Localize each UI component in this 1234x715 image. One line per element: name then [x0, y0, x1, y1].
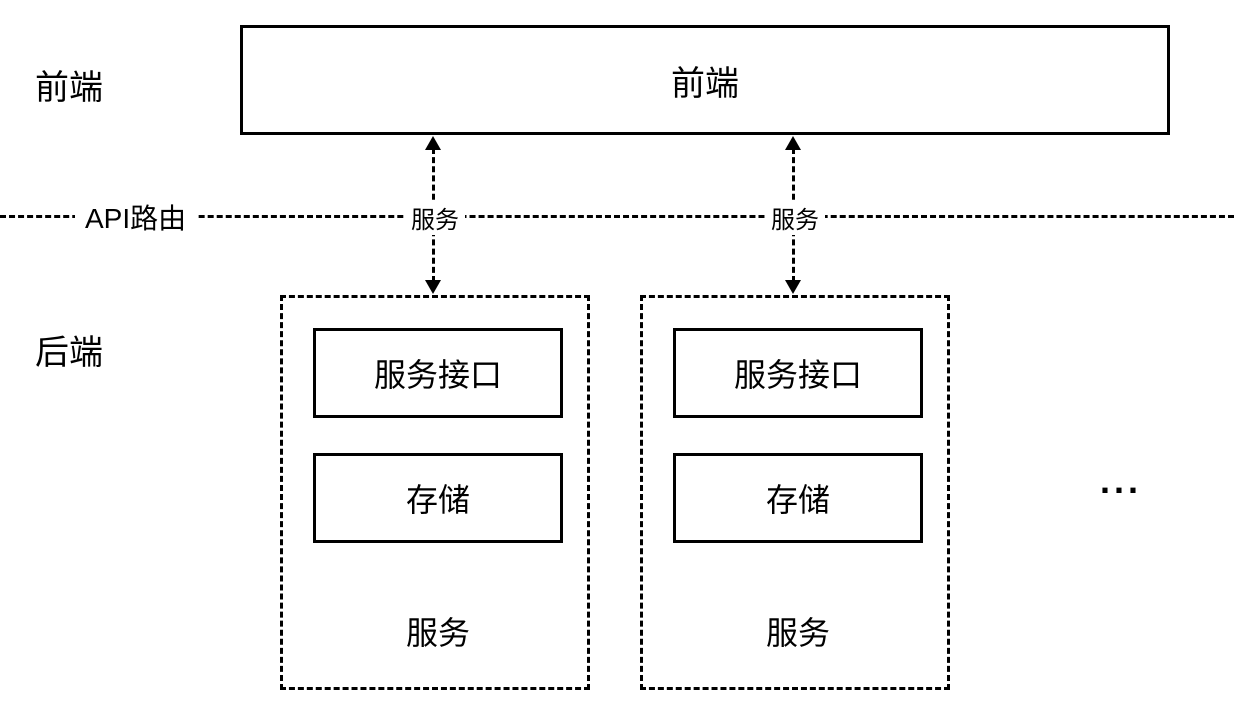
service-group-1: 服务接口 存储 服务 [280, 295, 590, 690]
service-2-storage-box: 存储 [673, 453, 923, 543]
service-1-interface-box: 服务接口 [313, 328, 563, 418]
arrow-1-down [425, 280, 441, 294]
arrow-1-service-tag: 服务 [405, 200, 465, 235]
service-group-2: 服务接口 存储 服务 [640, 295, 950, 690]
frontend-box: 前端 [240, 25, 1170, 135]
arrow-2-up [785, 136, 801, 150]
service-2-caption: 服务 [643, 608, 953, 654]
service-2-storage-label: 存储 [766, 475, 830, 521]
service-2-interface-label: 服务接口 [734, 350, 862, 396]
service-1-storage-box: 存储 [313, 453, 563, 543]
service-2-interface-box: 服务接口 [673, 328, 923, 418]
service-1-interface-label: 服务接口 [374, 350, 502, 396]
ellipsis-more-services: ... [1100, 460, 1142, 502]
arrow-2-service-tag: 服务 [765, 200, 825, 235]
api-routing-label: API路由 [75, 197, 196, 237]
backend-side-label: 后端 [35, 325, 103, 374]
arrow-1-up [425, 136, 441, 150]
arrow-2-down [785, 280, 801, 294]
frontend-side-label: 前端 [35, 60, 103, 109]
service-1-caption: 服务 [283, 608, 593, 654]
frontend-box-label: 前端 [671, 56, 739, 105]
service-1-storage-label: 存储 [406, 475, 470, 521]
